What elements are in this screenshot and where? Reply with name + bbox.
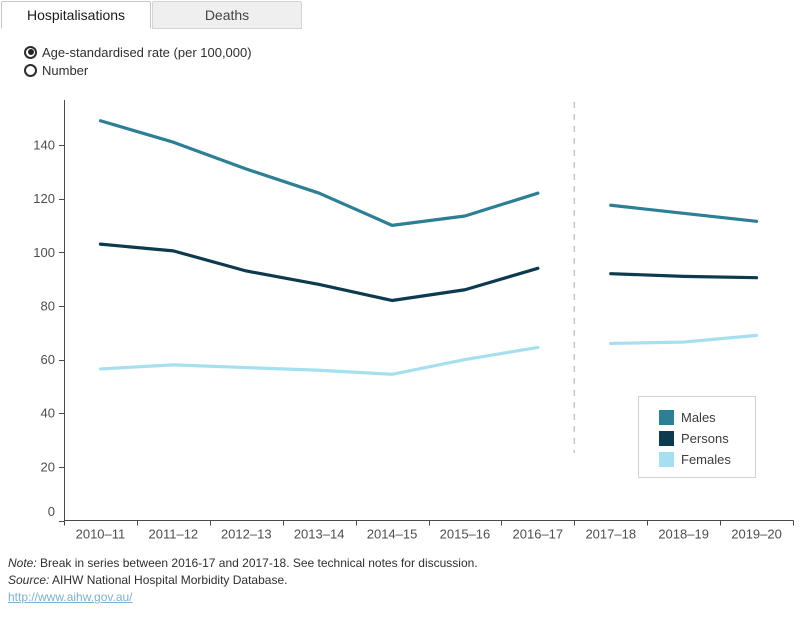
legend-swatch-icon [659,431,674,446]
source-text: AIHW National Hospital Morbidity Databas… [49,573,288,587]
radio-option-age-standardised[interactable]: Age-standardised rate (per 100,000) [24,43,252,61]
tab-deaths-label: Deaths [204,7,250,23]
y-axis-tick-label: 0 [48,504,55,519]
legend-swatch-icon [659,452,674,467]
x-axis-label: 2018–19 [658,527,709,542]
line-females[interactable] [609,333,759,346]
x-axis-label: 2014–15 [367,527,418,542]
tab-hospitalisations-label: Hospitalisations [26,7,126,23]
y-axis-tick-label: 20 [41,459,55,474]
x-axis-label: 2015–16 [440,527,491,542]
radio-option-age-standardised-label: Age-standardised rate (per 100,000) [42,44,252,60]
note-text: Break in series between 2016-17 and 2017… [36,556,478,570]
legend-label: Females [681,452,731,467]
x-axis-label: 2011–12 [149,527,199,542]
radio-unselected-icon[interactable] [24,63,37,77]
x-axis-label: 2016–17 [513,527,564,542]
radio-option-number-label: Number [42,62,89,78]
note-line: Note: Break in series between 2016-17 an… [8,555,478,572]
x-axis-label: 2012–13 [221,527,272,542]
x-axis-label: 2019–20 [731,527,782,542]
line-males[interactable] [609,203,759,223]
footnotes: Note: Break in series between 2016-17 an… [8,555,478,606]
line-persons[interactable] [98,242,540,303]
y-axis-tick-label: 40 [41,406,55,421]
y-axis-tick-label: 140 [33,137,55,152]
source-line: Source: AIHW National Hospital Morbidity… [8,572,478,589]
line-persons[interactable] [609,272,759,280]
x-axis-label: 2017–18 [585,527,636,542]
legend-item-females[interactable]: Females [659,449,755,470]
tab-bar: Hospitalisations Deaths [1,1,303,30]
y-axis-tick-label: 100 [33,245,55,260]
source-label: Source: [8,573,50,587]
x-axis-label: 2010–11 [76,527,126,542]
link-line: http://www.aihw.gov.au/ [8,589,478,606]
legend-label: Males [681,410,716,425]
note-label: Note: [8,556,37,570]
legend-item-males[interactable]: Males [659,407,755,428]
tab-hospitalisations[interactable]: Hospitalisations [1,1,151,29]
y-axis-tick-label: 60 [41,352,55,367]
tab-deaths[interactable]: Deaths [152,1,302,29]
line-males[interactable] [98,119,540,227]
radio-option-number[interactable]: Number [24,61,252,79]
legend-swatch-icon [659,410,674,425]
measure-radio-group: Age-standardised rate (per 100,000) Numb… [24,43,252,79]
line-females[interactable] [98,345,540,376]
legend-item-persons[interactable]: Persons [659,428,755,449]
radio-selected-icon[interactable] [24,45,37,59]
legend-label: Persons [681,431,729,446]
chart-legend: Males Persons Females [638,396,756,478]
aihw-link[interactable]: http://www.aihw.gov.au/ [8,590,133,604]
y-axis-tick-label: 80 [41,298,55,313]
x-axis-label: 2013–14 [294,527,345,542]
y-axis-tick-label: 120 [33,191,55,206]
